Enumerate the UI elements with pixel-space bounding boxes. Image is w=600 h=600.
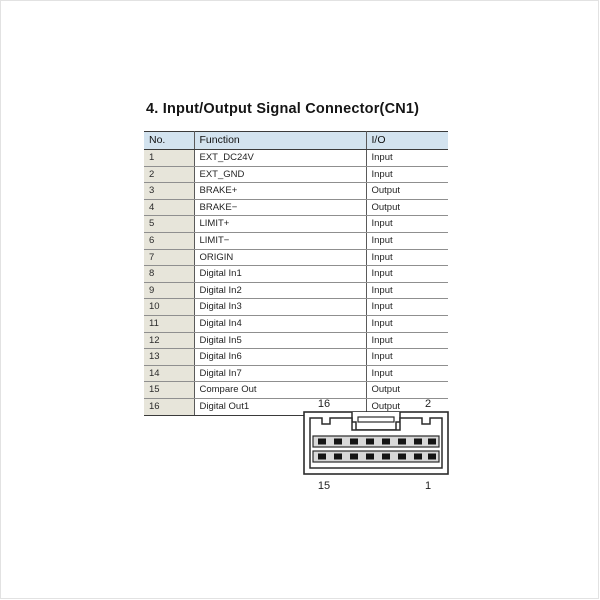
cell-io-direction: Input [366,348,448,366]
cell-pin-number: 13 [144,348,195,366]
table-row: 7 ORIGIN Input [144,249,448,267]
table-row: 4 BRAKE− Output [144,199,448,217]
table-row: 11 Digital In4 Input [144,315,448,333]
pin-11 [350,453,358,460]
table-row: 9 Digital In2 Input [144,282,448,300]
cell-pin-number: 12 [144,332,195,350]
connector-label-top-left: 16 [318,398,330,410]
pin-6 [398,438,406,445]
cell-function: Digital In4 [194,315,367,333]
cell-function: Digital In2 [194,282,367,300]
cell-pin-number: 7 [144,249,195,267]
cell-function: Digital In1 [194,265,367,283]
table-row: 5 LIMIT+ Input [144,215,448,233]
cell-function: EXT_DC24V [194,149,367,167]
table-body: 1 EXT_DC24V Input 2 EXT_GND Input 3 BRAKE+ Outpu… [144,149,448,416]
column-header-function: Function [194,131,367,150]
table-row: 15 Compare Out Output [144,381,448,399]
contact-band-top [312,435,440,448]
cell-function: BRAKE− [194,199,367,217]
table-header: No. Function I/O [144,131,448,150]
cell-pin-number: 14 [144,365,195,383]
pin-7 [382,453,390,460]
cell-pin-number: 11 [144,315,195,333]
cell-pin-number: 2 [144,166,195,184]
cell-function: Compare Out [194,381,367,399]
pin-13 [334,453,342,460]
cell-function: Digital In7 [194,365,367,383]
cell-pin-number: 15 [144,381,195,399]
page-title: 4. Input/Output Signal Connector(CN1) [146,101,420,117]
pin-row-top [318,438,436,445]
cell-function: Digital Out1 [194,398,367,416]
pin-row-bottom [318,453,436,460]
table-row: 8 Digital In1 Input [144,265,448,283]
table-row: 6 LIMIT− Input [144,232,448,250]
cell-pin-number: 5 [144,215,195,233]
column-header-no: No. [144,131,195,150]
cell-io-direction: Output [366,199,448,217]
connector-label-top-right: 2 [425,398,431,410]
table-row: 13 Digital In6 Input [144,348,448,366]
pin-14 [334,438,342,445]
cell-function: Digital In6 [194,348,367,366]
cell-io-direction: Input [366,232,448,250]
column-header-io: I/O [366,131,448,150]
pin-5 [398,453,406,460]
cell-function: Digital In3 [194,298,367,316]
cell-pin-number: 10 [144,298,195,316]
connector-label-bottom-left: 15 [318,480,330,492]
connector-diagram: 16 2 15 1 [296,396,456,492]
cell-io-direction: Input [366,149,448,167]
pin-10 [366,438,374,445]
cell-io-direction: Output [366,182,448,200]
connector-latch-slot [357,416,395,423]
table-row: 3 BRAKE+ Output [144,182,448,200]
pin-assignment-table: No. Function I/O 1 EXT_DC24V Input 2 EXT_GND… [144,131,448,416]
pin-2 [428,438,436,445]
cell-function: BRAKE+ [194,182,367,200]
cell-function: LIMIT− [194,232,367,250]
pin-9 [366,453,374,460]
table-row: 2 EXT_GND Input [144,166,448,184]
pin-1 [428,453,436,460]
cell-pin-number: 3 [144,182,195,200]
cell-pin-number: 16 [144,398,195,416]
table-row: 12 Digital In5 Input [144,332,448,350]
cell-io-direction: Input [366,282,448,300]
cell-function: LIMIT+ [194,215,367,233]
connector-label-bottom-right: 1 [425,480,431,492]
cell-pin-number: 1 [144,149,195,167]
table-row: 10 Digital In3 Input [144,298,448,316]
cell-io-direction: Input [366,365,448,383]
cell-io-direction: Input [366,332,448,350]
table-row: 14 Digital In7 Input [144,365,448,383]
cell-pin-number: 6 [144,232,195,250]
cell-function: ORIGIN [194,249,367,267]
cell-function: Digital In5 [194,332,367,350]
cell-pin-number: 9 [144,282,195,300]
cell-io-direction: Input [366,166,448,184]
pin-16 [318,438,326,445]
cell-io-direction: Input [366,315,448,333]
table-row: 1 EXT_DC24V Input [144,149,448,167]
cell-io-direction: Input [366,249,448,267]
pin-15 [318,453,326,460]
cell-io-direction: Input [366,298,448,316]
cell-function: EXT_GND [194,166,367,184]
cell-io-direction: Output [366,381,448,399]
cell-pin-number: 8 [144,265,195,283]
cell-pin-number: 4 [144,199,195,217]
cell-io-direction: Input [366,215,448,233]
contact-band-bottom [312,450,440,463]
pin-3 [414,453,422,460]
pin-4 [414,438,422,445]
pin-12 [350,438,358,445]
table-header-row: No. Function I/O [144,131,448,150]
cell-io-direction: Input [366,265,448,283]
pin-8 [382,438,390,445]
